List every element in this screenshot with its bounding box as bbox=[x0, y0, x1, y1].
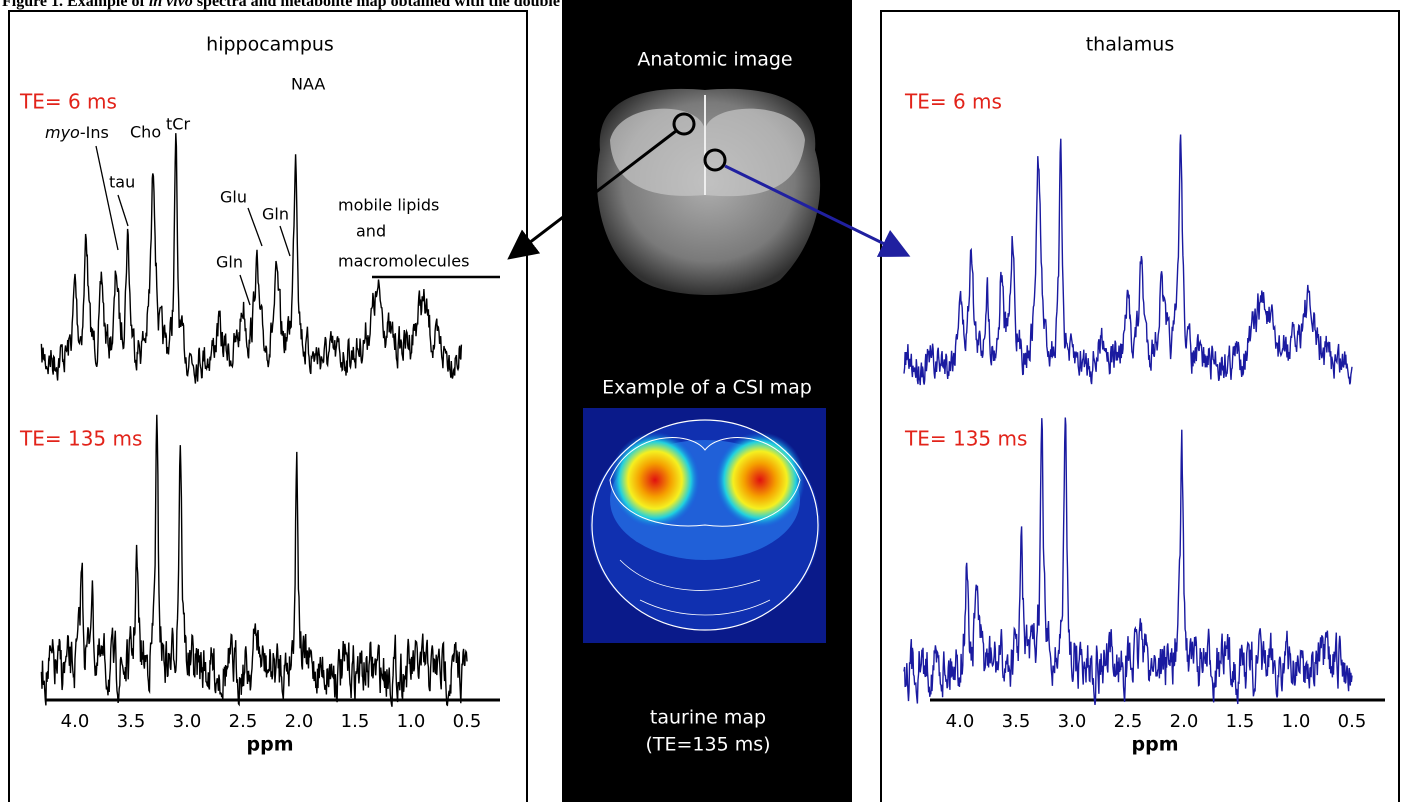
arrow bbox=[507, 129, 677, 260]
image-title: Anatomic image bbox=[637, 49, 792, 71]
te-label: TE= 135 ms bbox=[904, 427, 1027, 451]
peak-label: mobile lipids bbox=[338, 196, 439, 215]
x-tick-label: 0.5 bbox=[453, 711, 482, 732]
x-tick-label: 4.0 bbox=[61, 711, 90, 732]
peak-label-text: -Ins bbox=[80, 123, 109, 142]
peak-label: Gln bbox=[216, 253, 243, 272]
panel-title: thalamus bbox=[1086, 34, 1175, 56]
peak-label-italic: myo bbox=[45, 123, 80, 142]
te-label: TE= 135 ms bbox=[19, 427, 142, 451]
x-tick-label: 3.5 bbox=[1002, 711, 1031, 732]
panel-title: hippocampus bbox=[206, 34, 334, 56]
right-panel bbox=[880, 10, 1400, 802]
peak-label: and bbox=[356, 222, 386, 241]
peak-label: tCr bbox=[166, 115, 190, 134]
x-tick-label: 0.5 bbox=[1338, 711, 1367, 732]
x-axis-label: ppm bbox=[1132, 734, 1179, 756]
anatomic-image bbox=[596, 88, 821, 295]
x-tick-label: 3.0 bbox=[173, 711, 202, 732]
te-label: TE= 6 ms bbox=[904, 90, 1002, 114]
x-tick-label: 3.5 bbox=[117, 711, 146, 732]
image-title: Example of a CSI map bbox=[602, 377, 812, 399]
left-panel bbox=[8, 10, 528, 802]
caption-text: Figure 1. Example of bbox=[2, 0, 149, 10]
peak-label: Glu bbox=[220, 188, 247, 207]
x-tick-label: 4.0 bbox=[946, 711, 975, 732]
x-tick-label: 1.5 bbox=[1226, 711, 1255, 732]
spectrum bbox=[40, 414, 468, 707]
x-tick-label: 3.0 bbox=[1058, 711, 1087, 732]
spectrum bbox=[903, 417, 1353, 705]
csi-map bbox=[583, 408, 826, 643]
spectrum bbox=[40, 133, 463, 384]
spectrum bbox=[903, 134, 1353, 386]
x-axis-label: ppm bbox=[247, 734, 294, 756]
x-tick-label: 1.0 bbox=[397, 711, 426, 732]
caption-italic: in vivo bbox=[149, 0, 193, 10]
x-tick-label: 2.0 bbox=[1170, 711, 1199, 732]
peak-label: macromolecules bbox=[338, 252, 469, 271]
peak-label: myo-Ins bbox=[45, 123, 109, 142]
te-label: TE= 6 ms bbox=[19, 90, 117, 114]
caption-text: spectra and metabolite map obtained with… bbox=[193, 0, 661, 10]
x-tick-label: 1.0 bbox=[1282, 711, 1311, 732]
peak-label: Cho bbox=[130, 123, 161, 142]
peak-label: Gln bbox=[262, 205, 289, 224]
arrow bbox=[724, 164, 911, 257]
map-caption: (TE=135 ms) bbox=[645, 734, 770, 756]
x-tick-label: 2.0 bbox=[285, 711, 314, 732]
map-caption: taurine map bbox=[650, 707, 766, 729]
label-leaders bbox=[95, 145, 500, 306]
x-tick-label: 1.5 bbox=[341, 711, 370, 732]
caption: Figure 1. Example of in vivo spectra and… bbox=[2, 0, 660, 10]
x-tick-label: 2.5 bbox=[229, 711, 258, 732]
peak-label: NAA bbox=[291, 75, 325, 94]
peak-label: tau bbox=[109, 173, 135, 192]
x-tick-label: 2.5 bbox=[1114, 711, 1143, 732]
